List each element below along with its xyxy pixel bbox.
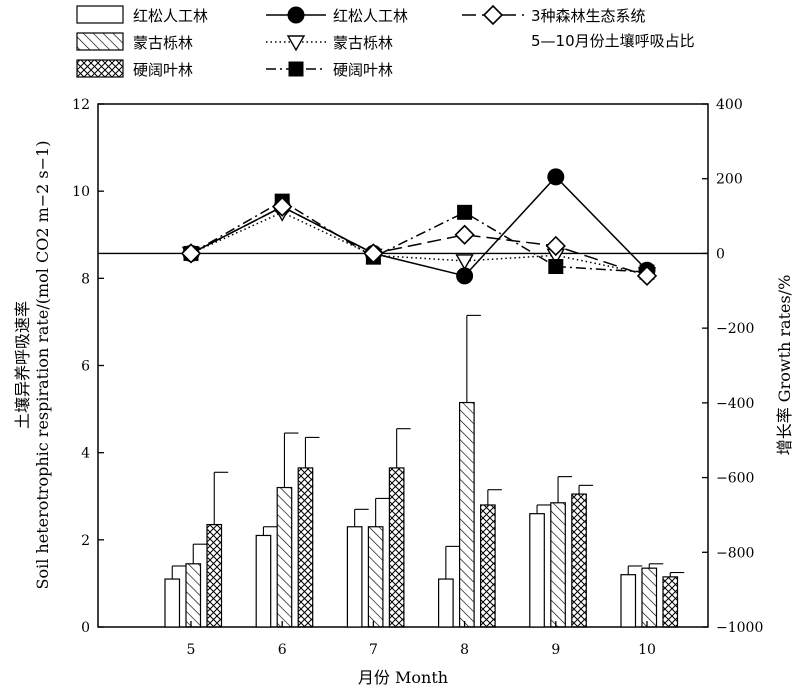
legend-label: 3种森林生态系统	[531, 7, 646, 25]
bar-open	[346, 526, 363, 628]
bar-cross	[297, 467, 314, 628]
bar-open	[620, 574, 637, 628]
legend-swatch-open	[76, 5, 124, 24]
x-tick-label: 5	[187, 642, 196, 658]
y-tick-label: 4	[81, 446, 90, 462]
marker-open-diamond	[272, 196, 293, 217]
y2-tick-label: 400	[716, 97, 743, 113]
legend-label: 蒙古栎林	[333, 34, 393, 52]
legend-swatch-hatch	[76, 32, 124, 51]
y-tick-label: 8	[81, 271, 90, 287]
y-tick-label: 2	[81, 533, 90, 549]
y-tick-label: 0	[81, 620, 90, 636]
y-axis-title-cn: 土壤异养呼吸速率	[13, 301, 32, 429]
bar-cross	[206, 523, 223, 628]
y-axis-title-en-text: Soil heterotrophic respiration rate/	[33, 304, 52, 590]
legend-label: 硬阔叶林	[133, 61, 193, 79]
bar-open	[164, 578, 181, 628]
legend-label: 红松人工林	[133, 7, 208, 25]
x-tick-label: 7	[369, 642, 378, 658]
y-axis-title-en: Soil heterotrophic respiration rate/(mol…	[33, 141, 52, 590]
y-tick-label: 10	[72, 184, 90, 200]
x-axis-title: 月份 Month	[358, 668, 448, 687]
y2-tick-label: −600	[716, 471, 754, 487]
bar-hatch	[367, 526, 384, 628]
marker-open-triangle	[455, 254, 474, 271]
bar-cross	[480, 504, 496, 628]
y2-tick-label: 0	[716, 246, 725, 262]
legend-swatch-cross	[76, 59, 124, 78]
x-tick-label: 10	[638, 642, 656, 658]
y2-tick-label: −1000	[716, 620, 763, 636]
marker-open-diamond	[180, 243, 202, 264]
marker-open-diamond	[482, 4, 504, 26]
marker-open-triangle	[286, 35, 306, 52]
bar-hatch	[459, 401, 475, 628]
marker-filled-square	[288, 61, 304, 77]
y2-axis-title: 增长率 Growth rates/%	[775, 275, 794, 456]
bar-open	[255, 534, 272, 628]
x-tick-label: 6	[278, 642, 287, 658]
legend-label: 红松人工林	[333, 7, 408, 25]
y2-tick-label: −800	[716, 545, 754, 561]
y2-tick-label: 200	[716, 172, 743, 188]
lines-layer	[180, 168, 658, 286]
bar-cross	[388, 467, 405, 628]
y2-tick-label: −400	[716, 396, 754, 412]
axes-layer: 0 2 4 6 8 10 12 −1000 −800 −600 −400 −200 0 200 400 5 6 7…	[72, 97, 763, 658]
y2-axis-title-group: 增长率 Growth rates/%	[775, 275, 794, 456]
legend-label: 5—10月份土壤呼吸占比	[531, 32, 695, 50]
y2-tick-label: −200	[716, 321, 754, 337]
marker-open-diamond	[363, 243, 384, 264]
marker-filled-circle	[547, 168, 565, 186]
bar-open	[438, 578, 454, 628]
y-axis-title-en-group: Soil heterotrophic respiration rate/(mol…	[33, 141, 52, 590]
bar-cross	[662, 576, 679, 628]
y-tick-label: 6	[81, 359, 90, 375]
y-axis-title-unit: (mol CO2 m−2 s−1)	[33, 141, 52, 305]
series-line-filled-square	[190, 200, 648, 273]
x-tick-label: 8	[460, 642, 469, 658]
bar-hatch	[641, 567, 658, 628]
series-line-filled-circle	[190, 175, 648, 277]
bar-hatch	[185, 563, 202, 628]
legend-label: 硬阔叶林	[333, 61, 393, 79]
x-tick-label: 9	[551, 642, 560, 658]
bar-open	[529, 513, 545, 628]
bar-hatch	[550, 502, 566, 628]
marker-open-diamond	[636, 265, 658, 286]
bar-cross	[571, 493, 587, 628]
bars-layer	[164, 314, 685, 628]
series-line-open-diamond	[190, 205, 648, 277]
y-tick-label: 12	[72, 97, 90, 113]
marker-open-diamond	[454, 224, 475, 245]
marker-filled-square	[548, 259, 564, 275]
legend-label: 蒙古栎林	[133, 34, 193, 52]
marker-filled-square	[457, 204, 473, 220]
marker-open-diamond	[545, 235, 566, 257]
marker-filled-circle	[287, 6, 305, 24]
bar-hatch	[276, 486, 293, 628]
y-axis-title-group: 土壤异养呼吸速率	[13, 301, 32, 429]
